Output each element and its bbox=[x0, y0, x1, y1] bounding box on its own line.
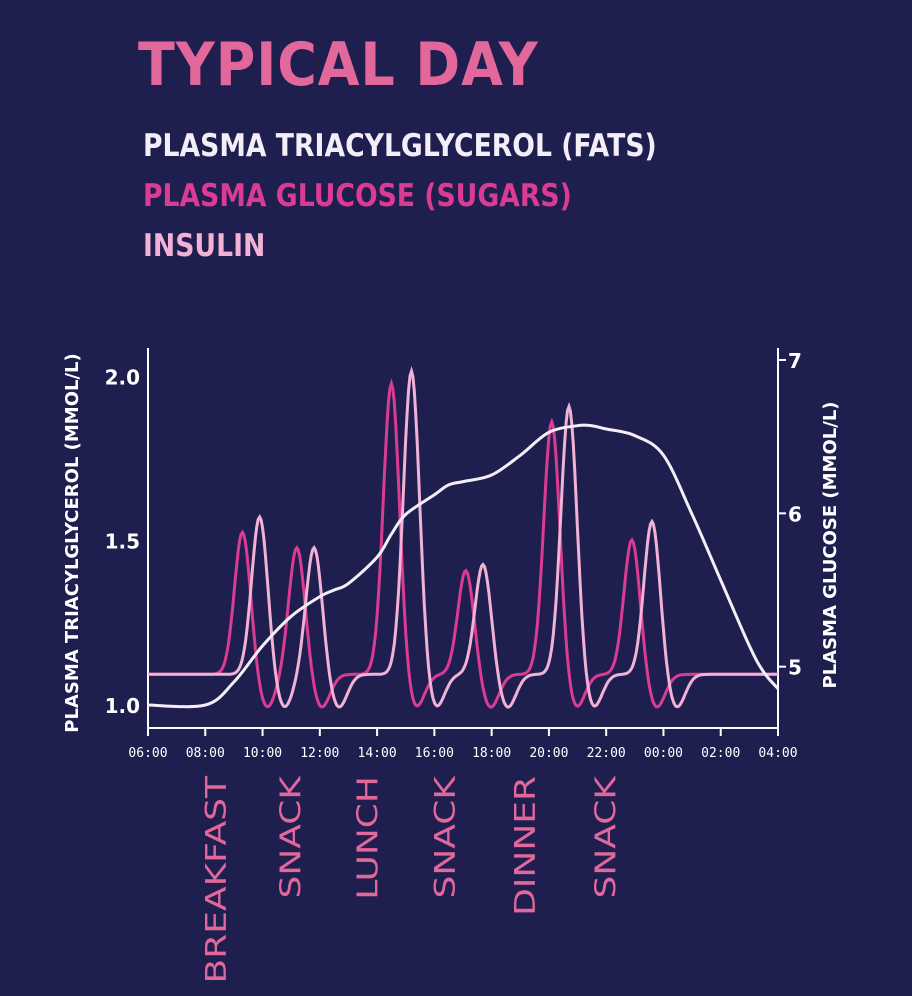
x-tick-label: 12:00 bbox=[300, 746, 339, 761]
x-tick-label: 22:00 bbox=[587, 746, 626, 761]
y-right-tick-label: 6 bbox=[788, 502, 802, 526]
x-tick-label: 02:00 bbox=[701, 746, 740, 761]
y-left-tick-label: 1.5 bbox=[105, 530, 140, 554]
x-tick-label: 18:00 bbox=[472, 746, 511, 761]
chart-title: TYPICAL DAY bbox=[138, 30, 539, 100]
x-tick-label: 08:00 bbox=[186, 746, 225, 761]
y-left-tick-label: 2.0 bbox=[105, 365, 140, 389]
x-tick-label: 06:00 bbox=[128, 746, 167, 761]
x-tick-label: 16:00 bbox=[415, 746, 454, 761]
series-line-insulin bbox=[148, 366, 778, 709]
legend-fats: PLASMA TRIACYLGLYCEROL (FATS) bbox=[143, 128, 657, 164]
series-line-glucose bbox=[148, 378, 778, 709]
meal-label: SNACK bbox=[589, 775, 622, 898]
meal-label: DINNER bbox=[509, 776, 542, 916]
meal-label: BREAKFAST bbox=[200, 776, 233, 984]
x-tick-label: 04:00 bbox=[758, 746, 797, 761]
x-tick-label: 14:00 bbox=[358, 746, 397, 761]
meal-label: LUNCH bbox=[352, 776, 385, 900]
x-tick-label: 00:00 bbox=[644, 746, 683, 761]
y-right-axis-title: PLASMA GLUCOSE (MMOL/L) bbox=[820, 401, 841, 688]
x-tick-label: 10:00 bbox=[243, 746, 282, 761]
y-left-axis-title: PLASMA TRIACYLGLYCEROL (MMOL/L) bbox=[62, 353, 83, 732]
x-tick-label: 20:00 bbox=[529, 746, 568, 761]
meal-label: SNACK bbox=[429, 775, 462, 898]
y-right-tick-label: 5 bbox=[788, 656, 802, 680]
legend-glucose: PLASMA GLUCOSE (SUGARS) bbox=[143, 178, 572, 214]
y-left-tick-label: 1.0 bbox=[105, 694, 140, 718]
legend-insulin: INSULIN bbox=[143, 228, 266, 264]
y-right-tick-label: 7 bbox=[788, 349, 802, 373]
meal-label: SNACK bbox=[274, 775, 307, 898]
series-line-fats bbox=[147, 423, 780, 709]
